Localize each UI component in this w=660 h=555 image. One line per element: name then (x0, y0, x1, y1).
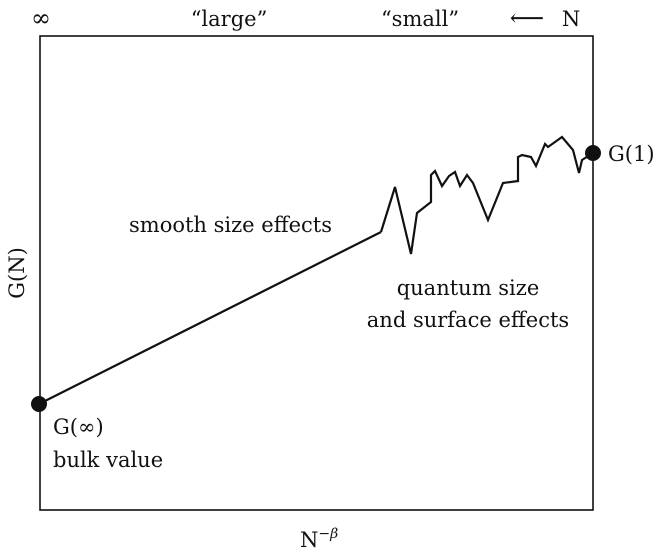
top-axis-arrow: ⟵ (510, 4, 544, 32)
quantum-size-label: quantum size (397, 276, 540, 300)
surface-effects-label: and surface effects (367, 308, 569, 332)
quantum-jagged-line (379, 135, 594, 255)
x-axis-label-base: N (300, 528, 318, 552)
plot-frame (39, 35, 594, 511)
g1-point (585, 145, 601, 161)
top-axis-variable-label: N (562, 7, 580, 31)
y-axis-label: G(N) (5, 247, 29, 299)
bulk-value-point (31, 396, 47, 412)
x-axis-label: N−β (300, 526, 338, 552)
top-axis-large-label: “large” (191, 7, 268, 31)
g1-label: G(1) (608, 142, 655, 166)
bulk-value-label: bulk value (53, 448, 163, 472)
smooth-trend-line (38, 231, 382, 405)
top-axis-small-label: “small” (381, 7, 459, 31)
smooth-size-effects-label: smooth size effects (129, 213, 332, 237)
x-axis-label-exponent: −β (318, 526, 338, 542)
g-infinity-label: G(∞) (53, 415, 104, 439)
top-axis-infinity-label: ∞ (31, 4, 51, 32)
